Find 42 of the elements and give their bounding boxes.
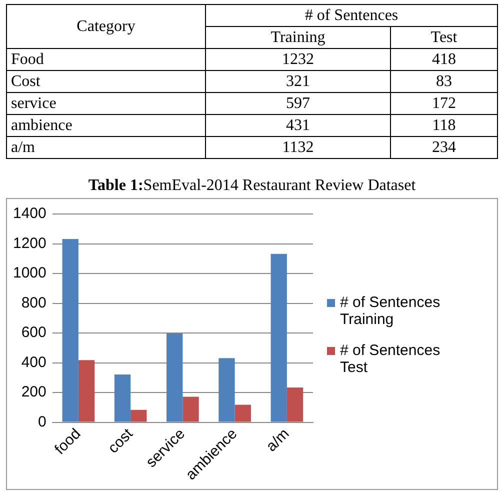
bar — [166, 333, 183, 422]
data-label: 234 — [390, 136, 498, 158]
legend-label: # of Sentences Test — [340, 342, 442, 376]
data-label: 321 — [206, 70, 390, 92]
bar — [286, 387, 304, 422]
category-label: Food — [6, 48, 206, 70]
y-tick-label: 1200 — [12, 234, 46, 252]
data-label: 1132 — [206, 136, 390, 158]
y-tick-label: 600 — [21, 324, 46, 342]
y-tick-label: 200 — [21, 384, 46, 401]
data-label: 172 — [390, 92, 498, 114]
y-tick-label: 1000 — [12, 264, 46, 282]
y-tick-label: 400 — [21, 354, 46, 371]
data-label: 83 — [390, 70, 498, 92]
x-tick-label: a/m — [262, 425, 293, 456]
bar — [270, 254, 287, 422]
data-label: 118 — [390, 114, 498, 136]
data-label: 1232 — [206, 48, 390, 70]
x-tick-label: cost — [104, 424, 137, 457]
text: Table 1:SemEval-2014 Restaurant Review Dataset — [87, 177, 417, 195]
data-label: 597 — [206, 92, 390, 114]
y-tick-label: 1400 — [12, 205, 46, 222]
legend-title: # of Sentences — [206, 4, 498, 26]
text: Training — [206, 26, 390, 48]
category-label: ambience — [6, 114, 206, 136]
bar — [234, 404, 251, 422]
data-label: 418 — [390, 48, 498, 70]
y-tick-label: 800 — [21, 294, 46, 312]
y-tick-label: 0 — [38, 413, 46, 430]
bar — [130, 410, 147, 422]
bar — [62, 238, 78, 422]
bar — [114, 374, 131, 422]
text: Test — [390, 26, 498, 48]
category-label: a/m — [6, 136, 206, 158]
bar — [78, 360, 95, 422]
bar — [182, 396, 199, 422]
category-label: Cost — [6, 70, 206, 92]
bar — [218, 358, 235, 422]
legend-label: # of Sentences Training — [340, 294, 442, 328]
text: Category — [6, 4, 206, 48]
data-label: 431 — [206, 114, 390, 136]
category-label: service — [6, 92, 206, 114]
